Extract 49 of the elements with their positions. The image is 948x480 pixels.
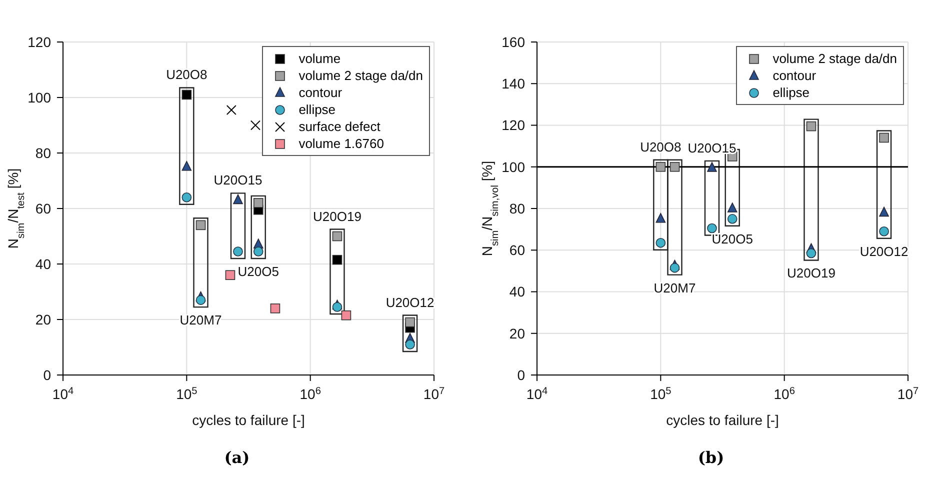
y-tick-label: 40 <box>509 284 526 300</box>
y-tick-label: 120 <box>28 34 52 50</box>
x-tick-label: 10$^{5}$ <box>176 386 198 402</box>
y-tick-label: 100 <box>28 89 52 106</box>
legend-label: volume 1.6760 <box>298 135 384 152</box>
annotation: U20M7 <box>180 312 222 328</box>
y-tick-label: 160 <box>502 34 526 50</box>
y-tick-label: 80 <box>509 200 526 216</box>
y-tick-label: 0 <box>517 366 526 383</box>
x-tick-label: 10$^{5}$ <box>650 386 672 402</box>
x-tick-label: 10$^{7}$ <box>423 386 445 402</box>
annotation: U20O5 <box>238 264 279 280</box>
x-tick-label: 10$^{4}$ <box>52 386 74 402</box>
y-tick-label: 80 <box>35 144 52 161</box>
y-tick-label: 0 <box>43 366 52 383</box>
annotation: U20O19 <box>313 208 362 224</box>
y-tick-label: 60 <box>509 242 526 258</box>
annotation: U20O12 <box>386 294 434 310</box>
y-tick-label: 100 <box>502 158 526 175</box>
y-tick-label: 60 <box>35 200 52 216</box>
annotation: U20O8 <box>166 67 208 82</box>
legend-label: volume 2 stage da/dn <box>772 50 897 67</box>
x-tick-label: 10$^{6}$ <box>300 386 322 402</box>
y-tick-label: 140 <box>502 76 526 92</box>
x-tick-label: 10$^{6}$ <box>774 386 796 402</box>
annotation: U20O5 <box>712 231 753 246</box>
annotation: U20O15 <box>214 172 262 188</box>
annotation: U20O8 <box>640 139 682 154</box>
legend-label: ellipse <box>298 101 336 118</box>
x-tick-label: 10$^{4}$ <box>526 386 548 402</box>
y-tick-label: 120 <box>502 117 526 134</box>
y-tick-label: 20 <box>35 311 52 328</box>
annotation: U20O15 <box>688 140 736 156</box>
text: (b) <box>696 448 726 467</box>
legend-label: volume <box>298 50 341 67</box>
x-tick-label: 10$^{7}$ <box>897 386 919 402</box>
legend-label: contour <box>772 67 816 84</box>
text: (a) <box>223 448 251 467</box>
annotation: U20O19 <box>787 266 836 281</box>
legend-label: volume 2 stage da/dn <box>298 67 423 84</box>
annotation: U20O12 <box>860 244 908 259</box>
y-tick-label: 20 <box>509 325 526 342</box>
legend-label: contour <box>298 84 342 101</box>
annotation: U20M7 <box>654 280 696 296</box>
x-axis-title: cycles to failure [-] <box>666 412 779 428</box>
legend-label: surface defect <box>298 118 380 135</box>
y-tick-label: 40 <box>35 256 52 272</box>
legend-label: ellipse <box>772 84 810 101</box>
x-axis-title: cycles to failure [-] <box>192 412 305 428</box>
